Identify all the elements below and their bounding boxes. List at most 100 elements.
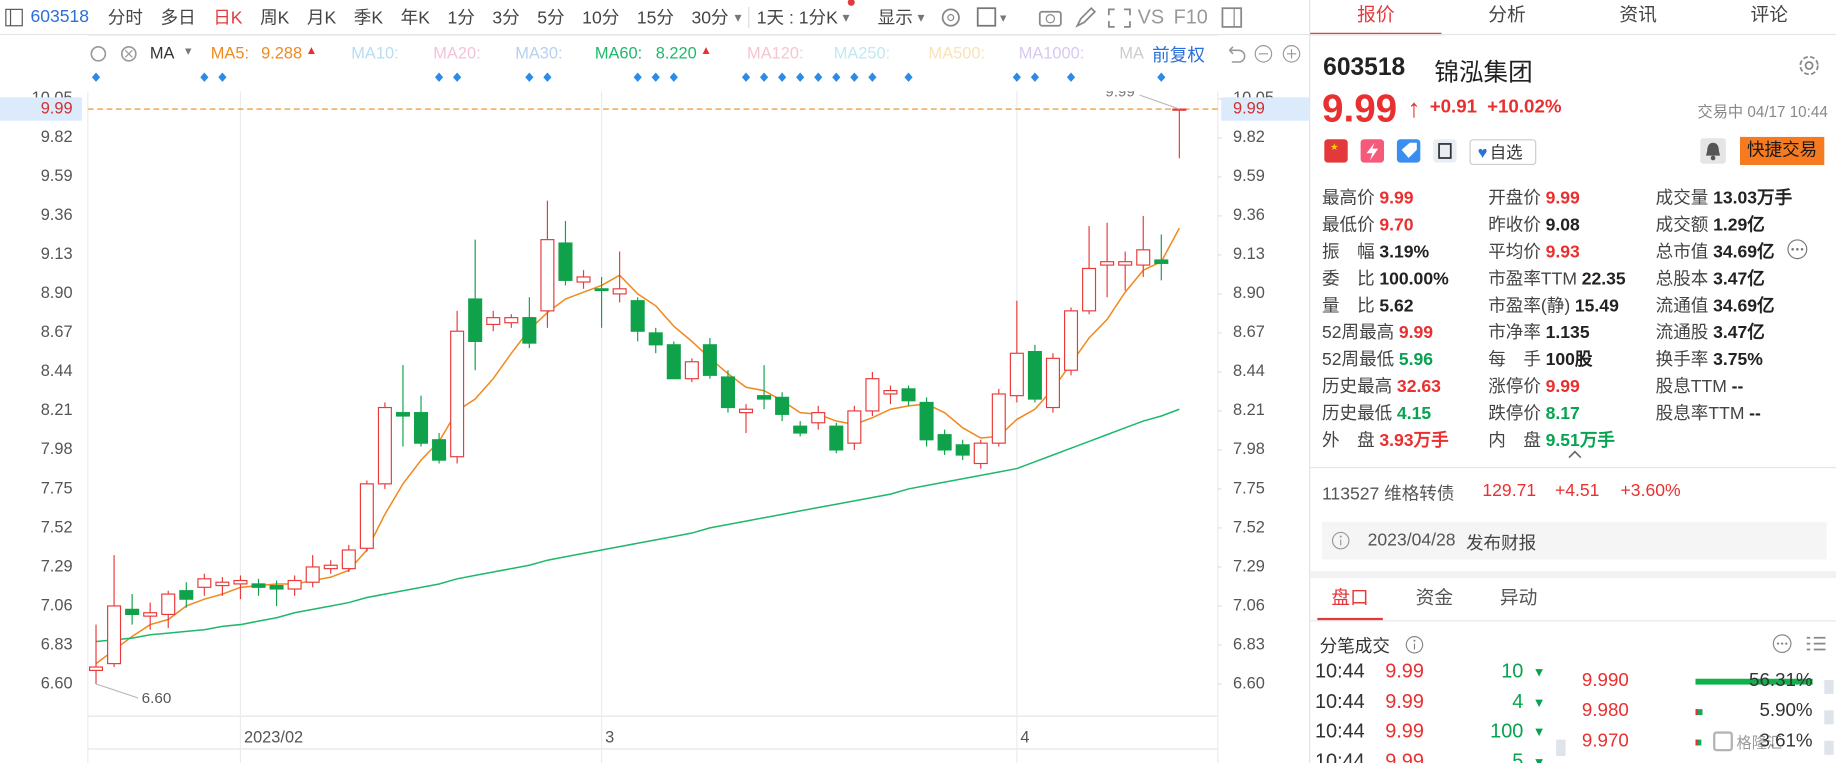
event-marker[interactable]	[904, 72, 913, 82]
candle-body	[811, 412, 826, 424]
event-marker[interactable]	[1012, 72, 1021, 82]
timeframe[interactable]: 分时	[107, 8, 143, 29]
event-marker[interactable]	[453, 72, 462, 82]
f10-button[interactable]: F10	[1173, 5, 1208, 28]
stat-value: 9.99	[1545, 188, 1580, 209]
event-marker[interactable]	[91, 72, 101, 82]
legend-entry[interactable]: MA250:	[833, 43, 891, 63]
legend-entry[interactable]: MA	[1119, 43, 1144, 63]
more-icon[interactable]	[1786, 238, 1809, 261]
sub-tab[interactable]: 资金	[1415, 588, 1454, 609]
stat: 外 盘 3.93万手	[1322, 427, 1449, 452]
ticks-list: 10:44 9.99 10 ▼ 10:44 9.99 4 ▼ 10:44 9.99 100 ▼ 10:4…	[1310, 662, 1836, 763]
kline-chart: 2023/023410.0510.059.829.829.599.599.369…	[0, 34, 1310, 763]
alert-button[interactable]	[1700, 138, 1726, 164]
stat-label: 历史最高	[1321, 376, 1393, 397]
tab[interactable]: 分析	[1488, 5, 1526, 26]
event-marker[interactable]	[868, 72, 877, 82]
bond-name[interactable]: 113527 维格转债	[1321, 484, 1455, 505]
stat: 总股本 3.47亿	[1656, 266, 1765, 291]
y-tick-label-right: 7.29	[1233, 557, 1265, 575]
timeframe[interactable]: 10分	[582, 8, 620, 29]
tool-icons[interactable]: ▾	[939, 4, 1138, 30]
event-marker[interactable]	[796, 72, 805, 82]
notice[interactable]: 2023/04/28 发布财报	[1321, 521, 1827, 560]
dropdown[interactable]: ▾	[917, 8, 925, 26]
event-marker[interactable]	[434, 72, 444, 82]
sub-tab[interactable]: 异动	[1499, 588, 1538, 609]
stock-code[interactable]: 603518	[30, 7, 90, 27]
timeframe[interactable]: 周K	[260, 8, 290, 29]
event-marker[interactable]	[525, 72, 534, 82]
y-tick-label: 6.83	[41, 635, 73, 653]
event-marker[interactable]	[850, 72, 859, 82]
event-marker[interactable]	[669, 72, 678, 82]
timeframe[interactable]: 月K	[306, 8, 337, 29]
stat-label: 流通值	[1655, 296, 1709, 316]
timeframe[interactable]: 季K	[353, 8, 384, 29]
timeframe[interactable]: 多日	[160, 8, 196, 29]
legend-entry[interactable]: MA500:	[928, 43, 986, 63]
up-arrow: ▲	[305, 44, 318, 58]
settings-icon[interactable]	[1797, 54, 1820, 77]
candle-body	[215, 581, 230, 587]
timeframe[interactable]: 日K	[213, 8, 243, 29]
legend-entry[interactable]: MA5:	[210, 43, 250, 63]
candle-body	[1082, 267, 1097, 312]
period[interactable]: 1天 : 1分K	[756, 8, 838, 29]
event-marker[interactable]	[200, 72, 209, 82]
candle-body	[323, 564, 338, 570]
event-marker[interactable]	[651, 72, 660, 82]
event-marker[interactable]	[814, 72, 823, 82]
dropdown[interactable]: ▾	[842, 0, 855, 25]
candle-body	[955, 444, 970, 456]
event-marker[interactable]	[543, 72, 552, 82]
timeframe[interactable]: 1分	[447, 8, 475, 29]
stat-value: 9.99	[1379, 188, 1414, 209]
stat-value: 1.29亿	[1713, 215, 1765, 236]
quick-trade-button[interactable]: 快捷交易	[1739, 136, 1825, 166]
adjust-button[interactable]: 前复权	[1152, 45, 1205, 66]
level-price: 9.980	[1581, 700, 1629, 721]
notice-text: 发布财报	[1465, 533, 1537, 554]
collapse[interactable]	[1567, 448, 1583, 460]
ticks-controls[interactable]	[1772, 633, 1831, 654]
sub-tab[interactable]: 盘口	[1317, 585, 1383, 621]
stat-label: 量 比	[1321, 296, 1375, 316]
legend-entry[interactable]: MA10:	[351, 43, 399, 63]
badges[interactable]: ★	[1323, 138, 1475, 164]
event-marker[interactable]	[633, 72, 642, 82]
timeframe[interactable]: 5分	[537, 8, 565, 29]
menu-icon[interactable]	[0, 5, 30, 28]
dropdown[interactable]: ▾	[185, 44, 192, 59]
legend-icons[interactable]	[88, 43, 147, 64]
legend-entry[interactable]: MA1000:	[1018, 43, 1085, 63]
dropdown[interactable]: ▾	[734, 8, 742, 26]
legend-entry[interactable]: MA60:	[594, 43, 643, 63]
vs-button[interactable]: VS	[1137, 5, 1165, 28]
legend-entry[interactable]: MA30:	[515, 43, 563, 63]
ma-toggle[interactable]: MA	[149, 43, 175, 63]
level-pct: 3.61%	[1759, 731, 1813, 752]
timeframe[interactable]: 年K	[400, 8, 430, 29]
event-marker[interactable]	[832, 72, 841, 82]
timeframe[interactable]: 30分	[691, 8, 729, 29]
display[interactable]: 显示	[877, 8, 913, 29]
stat: 涨停价 9.99	[1488, 373, 1580, 398]
y-tick-label: 9.36	[41, 206, 73, 224]
level-bar	[1695, 678, 1813, 685]
level-bar-mark	[1695, 709, 1698, 716]
timeframe[interactable]: 15分	[636, 8, 674, 29]
tab[interactable]: 资讯	[1619, 5, 1657, 26]
tab[interactable]: 评论	[1750, 5, 1788, 26]
legend-entry[interactable]: MA20:	[433, 43, 481, 63]
watch-button[interactable]: ♥ 自选	[1469, 139, 1537, 166]
tab[interactable]: 报价	[1310, 0, 1442, 36]
chart-controls[interactable]	[1225, 43, 1307, 64]
info-icon[interactable]	[1404, 634, 1425, 655]
panel-icon[interactable]	[1220, 5, 1243, 28]
legend-entry[interactable]: MA120:	[747, 43, 804, 63]
event-marker[interactable]	[759, 72, 769, 82]
stat-label: 换手率	[1655, 349, 1709, 370]
timeframe[interactable]: 3分	[492, 8, 520, 29]
